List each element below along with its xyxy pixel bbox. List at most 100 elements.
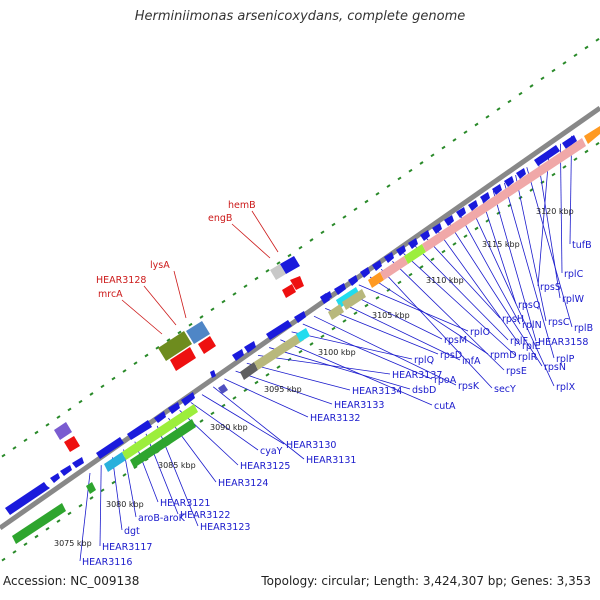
gene-feature: [468, 200, 478, 211]
special-gene-label: engB: [208, 213, 232, 224]
tick-dot: [562, 165, 567, 169]
gene-label: rplN: [522, 320, 542, 331]
tick-dot: [408, 168, 413, 173]
tick-dot: [595, 37, 600, 42]
tick-dot: [430, 153, 435, 158]
map-title: Herminiimonas arsenicoxydans, complete g…: [134, 9, 466, 24]
gene-feature: [60, 465, 72, 476]
gene-label: rpsH: [502, 314, 524, 325]
tick-dot: [573, 157, 578, 162]
tick-dot: [243, 388, 248, 393]
gene-feature: [408, 238, 418, 249]
tick-dot: [375, 191, 380, 196]
upper-tick-row: [1, 37, 600, 458]
gene-label: rpsM: [444, 335, 467, 346]
leader-line: [336, 300, 461, 361]
gene-feature: [360, 267, 370, 278]
tick-dot: [67, 511, 72, 516]
tick-dot: [210, 307, 215, 312]
tick-dot: [584, 149, 589, 154]
tick-dot: [287, 253, 292, 258]
leader-line: [515, 174, 547, 322]
tick-dot: [529, 84, 534, 88]
gene-label: rpsK: [458, 381, 480, 392]
special-gene-label: lysA: [150, 260, 170, 271]
tick-dot: [430, 257, 435, 262]
tick-dot: [441, 249, 446, 254]
leader-line: [347, 292, 443, 340]
gene-label: rpsD: [440, 350, 462, 361]
gene-feature: [290, 276, 304, 290]
leader-line: [481, 198, 517, 305]
gene-feature: [504, 176, 514, 187]
tick-dot: [463, 130, 468, 135]
tick-dot: [419, 161, 424, 165]
gene-feature: [198, 336, 216, 354]
gene-label: tufB: [572, 240, 592, 251]
gene-label: rpsQ: [518, 300, 540, 311]
gene-feature: [181, 392, 195, 406]
gene-label: rplF: [510, 336, 528, 347]
gene-feature: [50, 473, 60, 483]
gene-feature: [380, 256, 408, 280]
tick-dot: [133, 361, 138, 366]
tick-dot: [188, 322, 193, 327]
gene-label: HEAR3133: [334, 400, 384, 411]
gene-label: rpmD: [490, 350, 517, 361]
gene-label: rplX: [556, 382, 576, 393]
leader-line: [231, 223, 271, 259]
leader-line: [504, 182, 555, 359]
leader-line: [121, 299, 163, 335]
gene-feature: [584, 126, 600, 144]
accession-text: Accession: NC_009138: [3, 574, 140, 588]
leader-line: [291, 331, 413, 360]
gene-feature: [64, 436, 80, 452]
tick-dot: [34, 430, 39, 435]
leader-line: [235, 370, 333, 405]
gene-label: rplC: [564, 269, 584, 280]
leader-line: [358, 284, 469, 332]
gene-feature: [534, 145, 560, 166]
leader-line: [492, 190, 537, 342]
tick-dot: [463, 234, 468, 239]
tick-dot: [144, 353, 149, 358]
tick-dot: [452, 242, 457, 246]
gene-label: HEAR3122: [180, 510, 230, 521]
kbp-scale-labels: 3075 kbp 3080 kbp 3085 kbp 3090 kbp 3095 kbp…: [54, 207, 574, 548]
gene-feature: [516, 168, 526, 179]
upper-features: [54, 256, 304, 452]
tick-dot: [309, 342, 314, 346]
leader-line: [269, 347, 411, 390]
tick-dot: [221, 299, 226, 304]
gene-label: rplQ: [414, 355, 434, 366]
tick-dot: [78, 399, 83, 404]
leader-line: [143, 285, 177, 326]
kbp-label: 3115 kbp: [482, 240, 520, 249]
tick-dot: [353, 207, 358, 212]
tick-dot: [56, 519, 61, 523]
forward-strand-features: [5, 126, 600, 515]
tick-dot: [232, 396, 237, 400]
leader-line: [470, 206, 555, 387]
gene-label: cyaY: [260, 446, 283, 457]
tick-dot: [122, 369, 127, 373]
gene-feature: [336, 287, 360, 308]
leader-line: [123, 449, 137, 518]
gene-label: rpsE: [506, 366, 527, 377]
leader-line: [246, 362, 351, 391]
tick-dot: [474, 122, 479, 127]
tick-dot: [166, 338, 171, 342]
gene-feature: [168, 402, 180, 414]
gene-label: rpsC: [548, 317, 570, 328]
leader-line: [134, 441, 159, 503]
tick-dot: [23, 438, 28, 443]
gene-feature: [12, 503, 66, 544]
gene-feature: [368, 272, 384, 288]
tick-dot: [199, 419, 204, 423]
tick-dot: [375, 295, 380, 300]
tick-dot: [12, 446, 17, 450]
leader-line: [201, 394, 285, 445]
gene-feature: [270, 264, 286, 280]
leader-line: [212, 386, 305, 460]
gene-feature: [240, 362, 258, 380]
